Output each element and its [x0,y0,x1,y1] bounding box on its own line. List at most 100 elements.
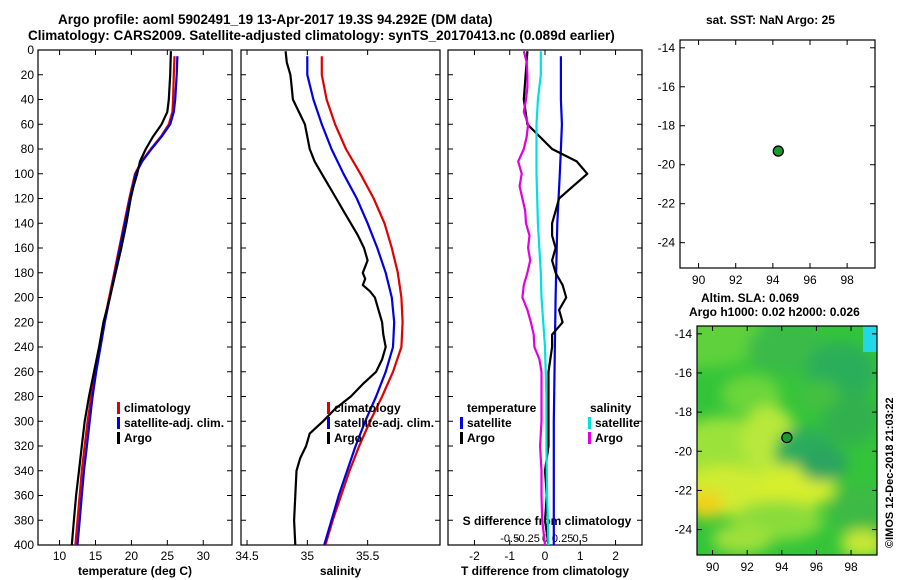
salinity-diff-tick-label: 0.5 [573,533,588,545]
sla-map-xtick-label: 94 [775,560,789,574]
salinity-argo-line [284,51,387,545]
differences-xtick-label: -1 [504,549,515,563]
sst-map-ytick-label: -18 [658,119,676,133]
salinity-legend-swatch [327,402,330,414]
sla-heatmap-cell [799,379,840,410]
diff-legend-label: satellite [467,416,512,430]
sla-heatmap-cell [721,374,781,415]
diff-legend-temperature-title: temperature [467,401,537,415]
salinity-xtick-label: 35 [301,549,315,563]
depth-tick-label: 260 [14,365,34,379]
differences-axes-frame [447,49,643,546]
depth-tick-label: 200 [14,291,34,305]
diff-legend-swatch [588,432,591,444]
sla-map-argo-marker [781,431,793,444]
sla-heatmap-cell [697,326,766,368]
plot-title-line1: Argo profile: aoml 5902491_19 13-Apr-201… [58,12,493,27]
temperature-legend-swatch [117,432,120,444]
depth-tick-label: 80 [21,142,35,156]
sla-map-ytick-label: -14 [675,327,693,341]
salinity-xlabel: salinity [320,564,362,578]
sla-heatmap-cell [697,490,724,519]
timestamp-stamp: ©IMOS 12-Dec-2018 21:03:22 [884,397,896,548]
salinity-axes-frame [240,49,441,546]
diff-sal_argo-line [517,50,547,545]
temperature-axes-frame [37,49,233,546]
sla-heatmap-cell [798,445,848,482]
salinity-xtick-label: 35.5 [356,549,380,563]
sst-map-xtick-label: 92 [729,273,743,287]
depth-tick-label: 220 [14,315,34,329]
diff-legend-swatch [460,417,463,429]
sst-map-ytick-label: -20 [658,158,676,172]
sla-heatmap-field [697,326,877,555]
sla-map-ytick-label: -18 [675,405,693,419]
sla-map-ytick-label: -22 [675,483,693,497]
temperature-xtick-label: 20 [125,549,139,563]
sst-map-xtick-label: 98 [840,273,854,287]
differences-xtick-label: 2 [612,549,619,563]
sst-map-argo-marker [772,145,784,157]
diff-legend-label: Argo [467,431,495,445]
sla-map-frame [696,325,878,556]
diff-legend-swatch [460,432,463,444]
sla-heatmap-cell [822,389,877,446]
sla-heatmap-cell [712,523,772,554]
sla-map-ytick-label: -20 [675,444,693,458]
diff-satellite-line [552,56,564,545]
sst-map-ytick-label: -16 [658,80,676,94]
salinity-climatology-line [320,56,404,545]
salinity-legend-label: climatology [334,401,401,415]
sla-map-ytick-label: -16 [675,366,693,380]
temperature-xtick-label: 10 [53,549,67,563]
sst-map-ytick-label: -24 [658,236,676,250]
salinity-legend-label: Argo [334,431,362,445]
differences-xtick-label: 1 [577,549,584,563]
sst-map-ytick-label: -22 [658,197,676,211]
depth-tick-label: 20 [21,68,35,82]
sla-map-xtick-label: 92 [741,560,755,574]
salinity-legend-label: satellite-adj. clim. [334,416,434,430]
depth-tick-label: 360 [14,489,34,503]
salinity-diff-tick-label: -0.5 [500,533,519,545]
diff-argo-line [522,51,589,545]
diff-legend-label: satellite [595,416,640,430]
diff-legend-salinity-title: salinity [590,401,632,415]
sst-map-xtick-label: 90 [692,273,706,287]
salinity-diff-tick-label: 0.25 [552,533,573,545]
differences-xtick-label: 0 [542,549,549,563]
temperature-argo-line [70,51,172,545]
temperature-legend-swatch [117,402,120,414]
salinity-xtick-label: 34.5 [235,549,259,563]
sla-map-ytick-label: -24 [675,523,693,537]
temperature-legend-label: Argo [124,431,152,445]
differences-xlabel: T difference from climatology [461,564,629,578]
salinity-satellite-line [306,56,396,545]
sst-map-xtick-label: 94 [766,273,780,287]
depth-tick-label: 100 [14,167,34,181]
temperature-legend-swatch [117,417,120,429]
depth-tick-label: 340 [14,464,34,478]
diff-legend-swatch [588,417,591,429]
temperature-xlabel: temperature (deg C) [78,564,192,578]
depth-tick-label: 280 [14,390,34,404]
depth-tick-label: 180 [14,266,34,280]
depth-tick-label: 320 [14,439,34,453]
sst-map-xtick-label: 96 [803,273,817,287]
depth-tick-label: 380 [14,513,34,527]
depth-tick-label: 60 [21,117,35,131]
sla-heatmap-cell [863,326,877,352]
sla-heatmap-cell [840,529,877,555]
temperature-xtick-label: 30 [197,549,211,563]
diff-sal_satellite-line [535,51,550,545]
sla-heatmap [697,326,877,555]
depth-tick-label: 120 [14,192,34,206]
differences-xtick-label: -2 [469,549,480,563]
sla-heatmap-cell [747,326,827,374]
sla-map-xtick-label: 96 [810,560,824,574]
temperature-xtick-label: 25 [161,549,175,563]
temperature-xtick-label: 15 [89,549,103,563]
temperature-legend-label: climatology [124,401,191,415]
depth-tick-label: 160 [14,241,34,255]
sst-map-ytick-label: -14 [658,41,676,55]
